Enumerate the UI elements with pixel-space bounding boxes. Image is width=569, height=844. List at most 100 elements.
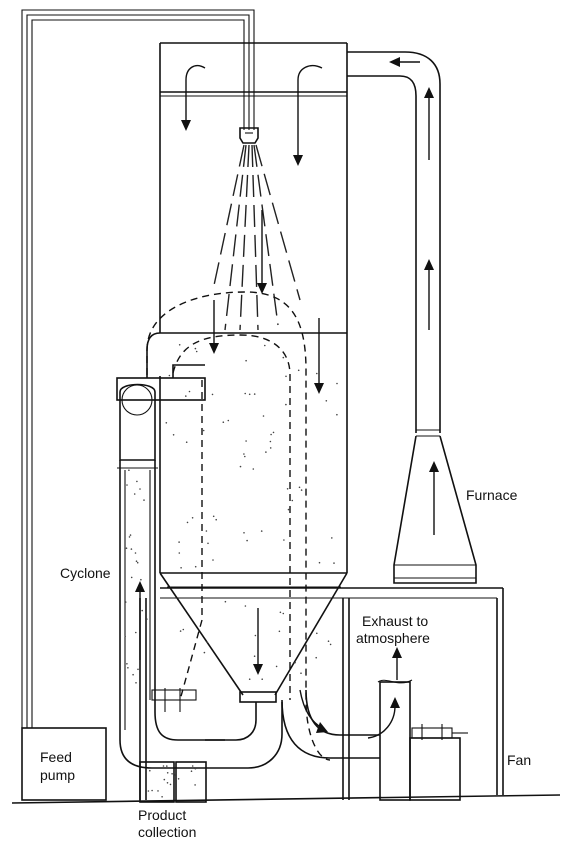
particle-dot	[300, 489, 303, 491]
atomizer-nozzle	[239, 127, 259, 144]
particle-dot	[195, 350, 198, 353]
particle-dot	[179, 630, 182, 632]
cyclone-label: Cyclone	[60, 565, 111, 581]
particle-dot	[133, 493, 136, 495]
particle-dot	[207, 542, 209, 545]
furnace	[393, 435, 477, 584]
particle-dot	[212, 515, 215, 518]
particle-dot	[136, 561, 139, 564]
particle-dot	[172, 434, 175, 436]
particle-dot	[316, 632, 318, 635]
particle-dot	[166, 782, 169, 784]
particle-dot	[336, 382, 338, 385]
particle-dot	[285, 403, 287, 406]
particle-dot	[178, 552, 181, 554]
particle-dot	[269, 447, 272, 449]
particle-dot	[194, 784, 196, 786]
particle-dot	[270, 433, 272, 436]
particle-dot	[178, 344, 181, 346]
particle-dot	[127, 667, 129, 669]
particle-dot	[315, 656, 318, 659]
particle-dot	[135, 631, 137, 634]
particle-dot	[224, 600, 227, 603]
particle-dot	[130, 548, 133, 550]
particle-dot	[135, 560, 138, 562]
particle-dot	[205, 530, 208, 532]
particle-dot	[297, 369, 300, 372]
particle-dot	[287, 508, 290, 511]
particle-dot	[137, 668, 139, 671]
particle-dot	[285, 375, 287, 378]
particle-dot	[252, 468, 255, 470]
particle-dot	[244, 605, 247, 607]
fan	[377, 679, 468, 801]
particle-dot	[166, 765, 168, 767]
particle-dot	[261, 678, 264, 680]
particle-dot	[190, 770, 193, 772]
cyclone	[116, 332, 206, 740]
particle-dot	[248, 393, 251, 396]
particle-dot	[168, 374, 171, 377]
particle-dot	[134, 552, 137, 554]
particle-dot	[169, 783, 172, 786]
particle-dot	[185, 441, 188, 444]
particle-dot	[269, 440, 272, 443]
particle-dot	[282, 356, 285, 359]
product-duct	[119, 688, 283, 769]
particle-dot	[130, 576, 133, 579]
particle-dot	[325, 400, 328, 402]
particle-dot	[215, 518, 217, 521]
product-collection-label-line1: Product	[138, 807, 186, 823]
particle-dot	[222, 421, 225, 424]
particle-dot	[327, 640, 330, 642]
particle-dot	[143, 499, 145, 501]
particle-dot	[194, 565, 197, 568]
particle-dot	[149, 769, 151, 772]
particle-dot	[162, 765, 165, 767]
particle-dot	[291, 499, 294, 502]
particle-dot	[262, 415, 265, 417]
particle-dot	[275, 665, 278, 668]
particle-dot	[157, 790, 159, 792]
particle-dot	[283, 539, 285, 541]
feed-pump-label-line2: pump	[40, 767, 75, 783]
particle-dot	[243, 453, 245, 455]
exhaust-duct	[281, 689, 380, 759]
particle-dot	[244, 455, 246, 458]
particle-dot	[177, 778, 180, 780]
particle-dot	[254, 634, 257, 637]
particle-dot	[129, 534, 132, 536]
particle-dot	[191, 517, 194, 519]
particle-dot	[227, 419, 230, 422]
particle-dot	[253, 655, 256, 657]
particle-dot	[272, 431, 275, 434]
feed-pump-label-line1: Feed	[40, 749, 72, 765]
particle-dot	[140, 578, 142, 581]
particle-dot	[126, 484, 128, 486]
particle-dot	[124, 635, 126, 638]
particle-dots	[124, 344, 338, 798]
particle-dot	[246, 539, 248, 542]
internal-flow-path	[146, 291, 331, 761]
particle-dot	[203, 651, 206, 654]
particle-dot	[194, 767, 197, 770]
product-collection-label-line2: collection	[138, 824, 196, 840]
particle-dot	[336, 413, 338, 416]
particle-dot	[265, 451, 267, 453]
particle-dot	[186, 521, 189, 524]
particle-dot	[124, 601, 127, 603]
particle-dot	[174, 774, 176, 776]
particle-dot	[316, 372, 318, 375]
particle-dot	[166, 772, 169, 774]
particle-dot	[212, 559, 214, 561]
particle-dot	[333, 562, 335, 564]
particle-dot	[300, 672, 302, 674]
particle-dot	[294, 661, 296, 664]
particle-dot	[136, 480, 138, 483]
furnace-label: Furnace	[466, 487, 518, 503]
spray-pattern	[212, 144, 301, 331]
particle-dot	[182, 628, 185, 631]
particle-dot	[128, 536, 131, 538]
particle-dot	[278, 630, 281, 633]
